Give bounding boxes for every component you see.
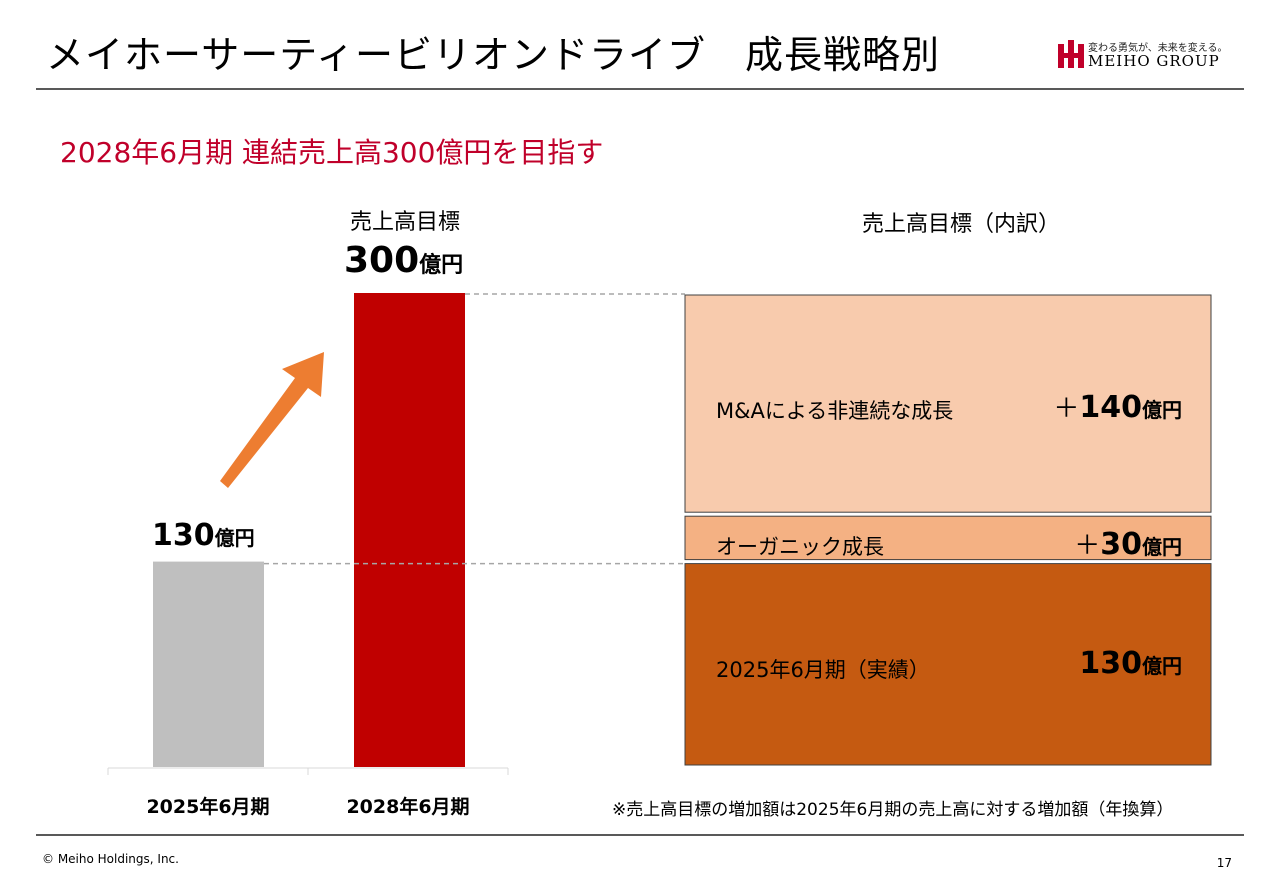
segment-value-ma: ＋140億円 bbox=[1053, 388, 1182, 425]
page-title: メイホーサーティービリオンドライブ 成長戦略別 bbox=[46, 33, 940, 77]
base-value-number: 130 bbox=[152, 518, 215, 553]
segment-label-ma: M&Aによる非連続な成長 bbox=[716, 399, 954, 423]
segment-number-ma: 140 bbox=[1079, 390, 1142, 425]
segment-number-actual: 130 bbox=[1079, 646, 1142, 681]
segment-sign-organic: ＋ bbox=[1074, 531, 1101, 561]
slide-subtitle: 2028年6月期 連結売上高300億円を目指す bbox=[60, 136, 604, 169]
segment-value-actual: 130億円 bbox=[1079, 646, 1182, 681]
segment-label-organic: オーガニック成長 bbox=[716, 535, 884, 559]
base-value-unit: 億円 bbox=[214, 526, 255, 550]
segment-unit-organic: 億円 bbox=[1142, 535, 1182, 559]
logo-brand: MEIHO GROUP bbox=[1088, 52, 1220, 70]
target-value-unit: 億円 bbox=[419, 253, 464, 278]
bar-2025 bbox=[153, 561, 264, 767]
header-divider bbox=[36, 88, 1244, 90]
target-value-label: 300億円 bbox=[344, 240, 463, 281]
page-number: 17 bbox=[1216, 856, 1232, 870]
growth-arrow-icon bbox=[220, 352, 324, 488]
footnote: ※売上高目標の増加額は2025年6月期の売上高に対する増加額（年換算） bbox=[612, 800, 1174, 820]
segment-label-actual: 2025年6月期（実績） bbox=[716, 658, 930, 682]
meiho-mark-icon bbox=[1058, 40, 1084, 68]
bar-2028 bbox=[354, 293, 465, 767]
segment-ma bbox=[684, 294, 1212, 513]
segment-number-organic: 30 bbox=[1100, 527, 1142, 562]
footer-divider bbox=[36, 834, 1244, 836]
segment-value-organic: ＋30億円 bbox=[1074, 525, 1182, 562]
segment-unit-ma: 億円 bbox=[1142, 398, 1182, 422]
breakdown-title: 売上高目標（内訳） bbox=[862, 212, 1061, 237]
copyright: © Meiho Holdings, Inc. bbox=[42, 852, 179, 866]
target-value-number: 300 bbox=[344, 240, 420, 281]
x-tick-2025: 2025年6月期 bbox=[146, 796, 270, 818]
base-value-label: 130億円 bbox=[152, 518, 255, 553]
segment-sign-ma: ＋ bbox=[1053, 394, 1080, 424]
segment-unit-actual: 億円 bbox=[1142, 654, 1182, 678]
segment-actual bbox=[684, 563, 1212, 766]
logo-tagline: 変わる勇気が、未来を変える。 bbox=[1088, 43, 1228, 54]
meiho-logo: 変わる勇気が、未来を変える。 MEIHO GROUP bbox=[1058, 38, 1248, 74]
x-tick-2028: 2028年6月期 bbox=[346, 796, 470, 818]
segment-organic bbox=[684, 515, 1212, 561]
target-label: 売上高目標 bbox=[350, 210, 461, 235]
